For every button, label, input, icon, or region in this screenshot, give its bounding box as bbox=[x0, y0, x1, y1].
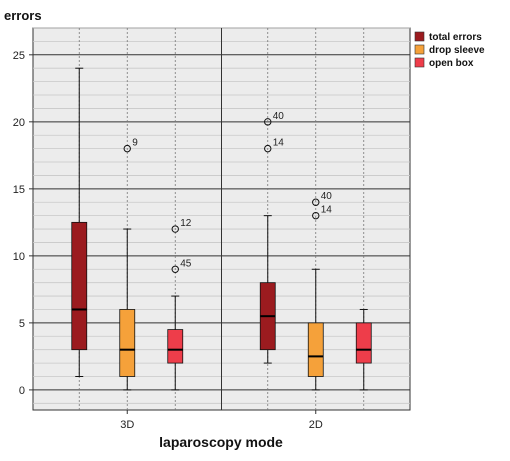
x-axis: 3D 2D bbox=[120, 410, 323, 431]
legend: total errors drop sleeve open box bbox=[414, 31, 485, 69]
legend-swatch bbox=[414, 44, 425, 55]
outlier-point bbox=[312, 211, 320, 220]
outlier-label: 40 bbox=[321, 191, 333, 202]
x-tick-label: 2D bbox=[309, 419, 323, 431]
outlier-point bbox=[312, 198, 320, 206]
iqr-box bbox=[355, 322, 372, 364]
iqr-box bbox=[167, 329, 184, 364]
iqr-box bbox=[71, 221, 88, 351]
x-axis-title: laparoscopy mode bbox=[159, 434, 283, 450]
box-total-errors-2D: 40 14 bbox=[259, 111, 285, 364]
legend-swatch bbox=[414, 31, 425, 42]
y-tick-label: 10 bbox=[13, 251, 25, 263]
outlier-label: 14 bbox=[321, 205, 333, 216]
y-axis-title: errors bbox=[4, 8, 42, 23]
iqr-box bbox=[307, 322, 324, 377]
legend-label: total errors bbox=[429, 32, 482, 43]
legend-label: open box bbox=[429, 58, 474, 69]
outlier-point bbox=[264, 118, 272, 126]
legend-label: drop sleeve bbox=[429, 45, 485, 56]
outlier-label: 45 bbox=[180, 258, 192, 269]
box-total-errors-3D bbox=[71, 67, 88, 377]
outlier-point bbox=[171, 225, 179, 233]
outlier-point bbox=[171, 265, 179, 273]
outlier-label: 40 bbox=[273, 111, 285, 122]
y-tick-label: 15 bbox=[13, 184, 25, 196]
outlier-label: 12 bbox=[180, 218, 192, 229]
x-tick-label: 3D bbox=[120, 419, 134, 431]
y-tick-label: 20 bbox=[13, 117, 25, 129]
box-series: 40 14 9 40 14 12 45 bbox=[71, 67, 372, 391]
y-tick-label: 5 bbox=[19, 318, 25, 330]
legend-swatch bbox=[414, 57, 425, 68]
box-open-box-3D: 12 45 bbox=[167, 218, 192, 391]
y-tick-label: 0 bbox=[19, 385, 25, 397]
outlier-label: 9 bbox=[132, 138, 138, 149]
iqr-box bbox=[119, 309, 136, 377]
box-open-box-2D bbox=[355, 308, 372, 391]
outlier-label: 14 bbox=[273, 138, 285, 149]
grid-lines bbox=[33, 27, 410, 410]
outlier-point bbox=[123, 144, 131, 153]
y-axis: 0 5 10 15 20 25 bbox=[13, 50, 33, 397]
box-drop-sleeve-3D: 9 bbox=[119, 138, 138, 391]
y-tick-label: 25 bbox=[13, 50, 25, 62]
outlier-point bbox=[264, 144, 272, 153]
